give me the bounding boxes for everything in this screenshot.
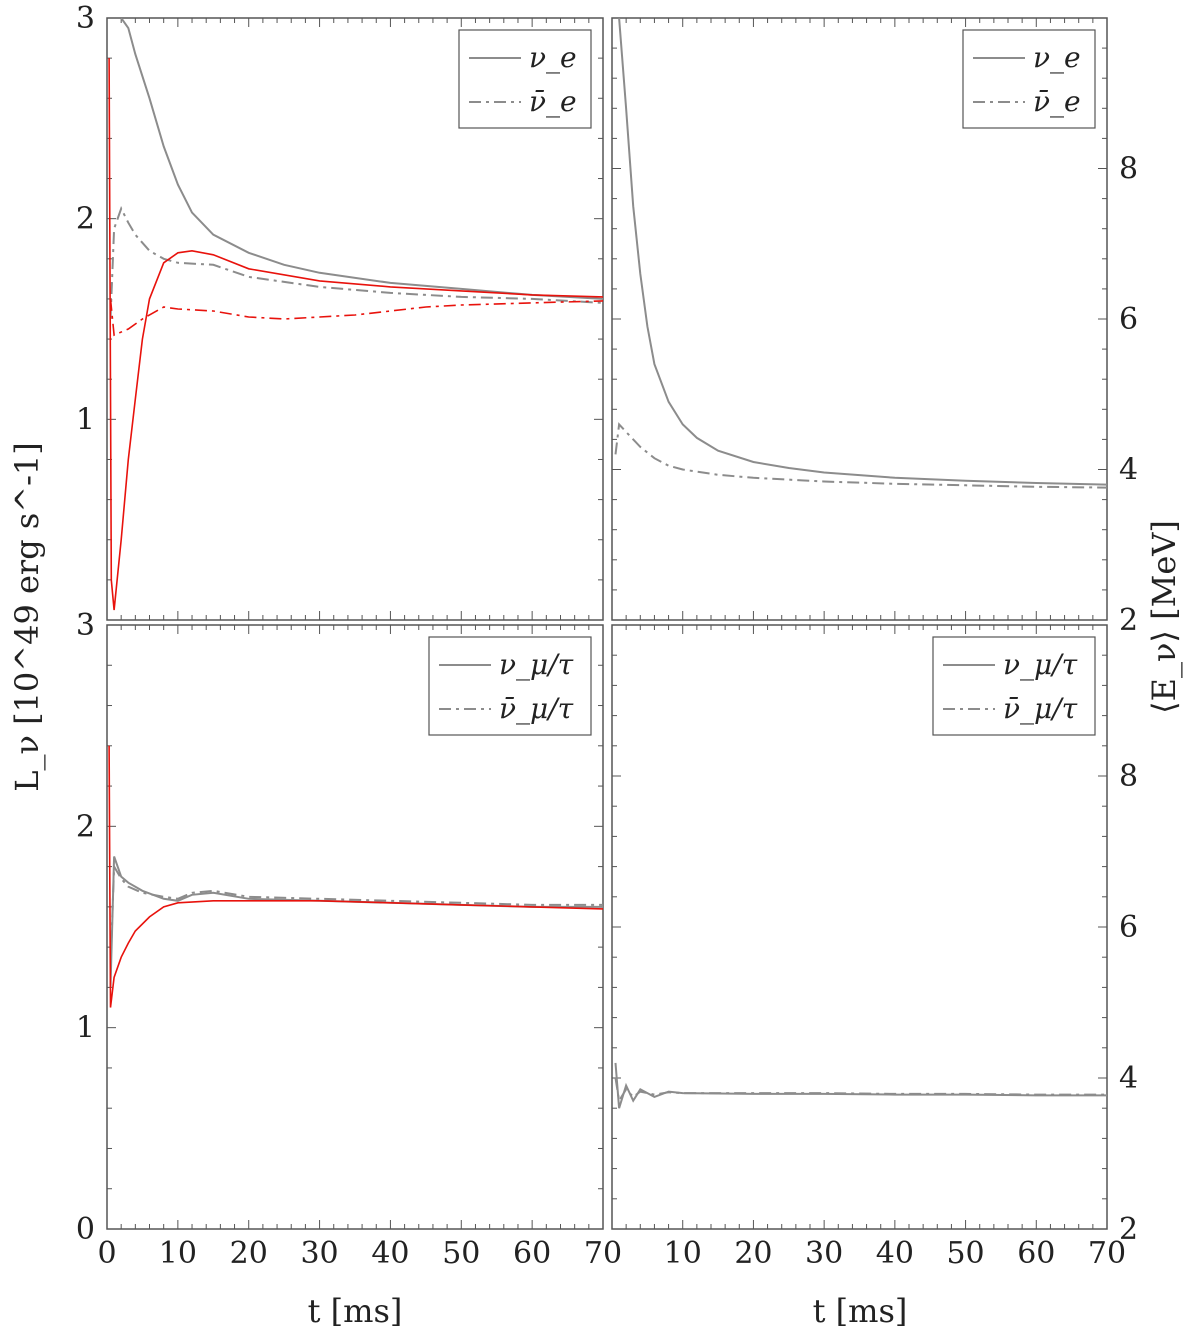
series-line-gray-dash-dot [109,206,603,320]
series-group [108,18,603,611]
legend-box [428,636,592,736]
x-tick-label: 40 [371,1236,409,1271]
series-line-gray-dash-dot [614,422,1107,489]
x-axis-title-right: t [ms] [813,1292,908,1330]
plot-frame [106,17,604,621]
series-line-gray-solid [618,18,1107,486]
y-tick-label: 8 [1119,152,1138,187]
series-group [108,745,603,1008]
legend-label: ν̄_e [529,85,577,118]
legend-box [932,636,1096,736]
y-tick-label: 1 [76,402,95,437]
plot-frame [106,624,604,1230]
legend-label: ν_e [529,41,577,74]
legend-label: ν_μ/τ [499,648,574,681]
y-tick-label: 2 [1119,1212,1138,1247]
x-tick-label: 70 [584,1236,622,1271]
panel-top-left: 1 2 3 ν_e ν̄_e [76,1,604,621]
y-tick-label: 4 [1119,1061,1138,1096]
series-line-red-solid [108,58,603,611]
x-tick-label: 60 [513,1236,551,1271]
x-tick-label: 50 [442,1236,480,1271]
legend-box [962,29,1096,129]
panel-top-right: 2 4 6 8 ν_e ν̄_e [611,17,1138,638]
series-group [614,18,1107,489]
x-tick-label: 20 [230,1236,268,1271]
legend: ν_e ν̄_e [458,29,592,129]
legend-label: ν_μ/τ [1003,648,1078,681]
x-tick-label: 30 [805,1236,843,1271]
x-tick-label: 60 [1017,1236,1055,1271]
x-tick-label: 70 [1088,1236,1126,1271]
legend-box [458,29,592,129]
x-tick-label: 0 [97,1236,116,1271]
x-tick-label: 40 [876,1236,914,1271]
x-tick-label: 10 [664,1236,702,1271]
y-tick-label: 2 [76,809,95,844]
x-tick-label: 30 [300,1236,338,1271]
series-line-gray-solid [614,1062,1107,1109]
legend-label: ν_e [1033,41,1081,74]
x-tick-label: 20 [734,1236,772,1271]
legend: ν_μ/τ ν̄_μ/τ [428,636,592,736]
x-tick-label: 10 [159,1236,197,1271]
legend-label: ν̄_μ/τ [1003,692,1078,725]
y-tick-label: 3 [76,1,95,36]
y-tick-label: 2 [1119,603,1138,638]
y-tick-label: 4 [1119,453,1138,488]
y-axis-right-title: ⟨E_ν⟩ [MeV] [1145,520,1183,714]
series-line-gray-dash-dot [109,863,603,968]
x-axis-title-left: t [ms] [308,1292,403,1330]
y-tick-label: 0 [76,1212,95,1247]
legend: ν_e ν̄_e [962,29,1096,129]
series-line-gray-solid [109,856,603,988]
y-axis-left-title: L_ν [10^49 erg s^-1] [8,442,46,792]
y-tick-label: 3 [76,608,95,643]
y-tick-label: 8 [1119,759,1138,794]
x-tick-label: 50 [946,1236,984,1271]
y-tick-label: 1 [76,1011,95,1046]
y-tick-label: 2 [76,202,95,237]
legend-label: ν̄_μ/τ [499,692,574,725]
series-group [614,1062,1107,1109]
series-line-red-solid [108,745,603,1008]
legend-label: ν̄_e [1033,85,1081,118]
series-line-gray-solid [120,18,603,300]
y-tick-label: 6 [1119,302,1138,337]
y-tick-label: 6 [1119,910,1138,945]
legend: ν_μ/τ ν̄_μ/τ [932,636,1096,736]
series-line-gray-dash-dot [614,1077,1107,1104]
panel-bottom-right: 2 4 6 8 10 20 30 40 50 60 70 ν_μ/τ ν̄_μ/τ [611,624,1138,1271]
series-line-red-dash-dot [109,298,603,337]
